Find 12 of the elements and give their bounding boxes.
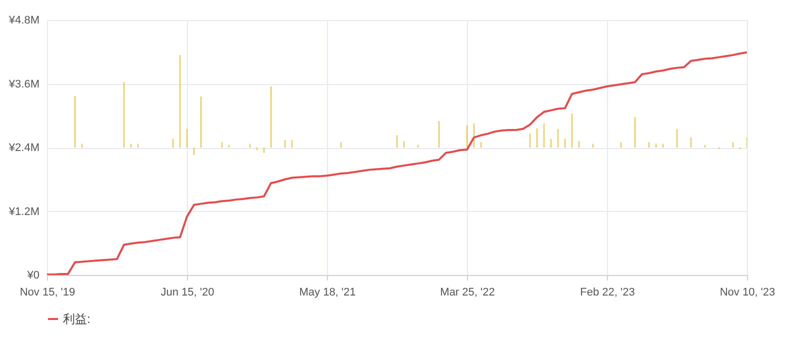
x-tick-label: Jun 15, '20 [160,286,214,298]
legend-label: 利益: [63,312,90,326]
x-tick-label: Nov 15, '19 [20,286,76,298]
x-tick-label: Nov 10, '23 [720,286,776,298]
y-tick-label: ¥1.2M [8,206,40,218]
y-tick-label: ¥0 [26,270,40,282]
y-tick-label: ¥4.8M [8,14,40,26]
y-tick-label: ¥2.4M [8,142,40,154]
x-tick-label: May 18, '21 [299,286,356,298]
y-tick-label: ¥3.6M [8,78,40,90]
x-tick-label: Mar 25, '22 [440,286,495,298]
x-tick-label: Feb 22, '23 [580,286,635,298]
